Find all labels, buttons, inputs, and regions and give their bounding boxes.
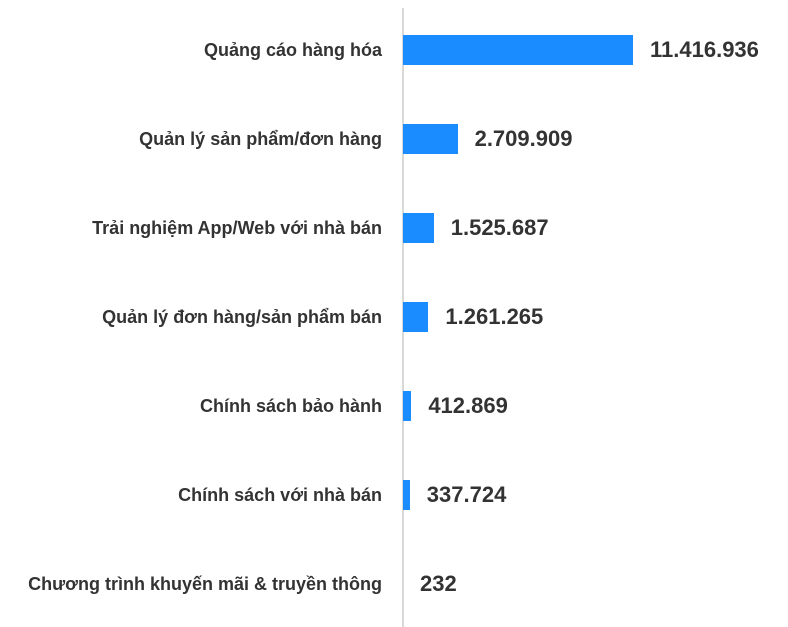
- category-label: Quản lý sản phẩm/đơn hàng: [8, 127, 382, 151]
- bar: [403, 35, 633, 65]
- value-label: 232: [420, 571, 457, 596]
- bar: [403, 124, 458, 154]
- bar: [403, 213, 434, 243]
- value-label: 1.261.265: [445, 304, 544, 329]
- category-text: Quản lý đơn hàng/sản phẩm bán: [102, 307, 382, 327]
- value-label: 1.525.687: [450, 215, 549, 240]
- bar: [403, 302, 429, 332]
- category-label: Trải nghiệm App/Web với nhà bán: [8, 216, 382, 240]
- category-label: Chính sách bảo hành: [8, 394, 382, 418]
- category-text: Chương trình khuyến mãi & truyền thông: [28, 574, 382, 594]
- value-label: 2.709.909: [474, 126, 573, 151]
- value-label: 337.724: [426, 482, 507, 507]
- category-label: Quản lý đơn hàng/sản phẩm bán: [8, 305, 382, 329]
- value-label: 11.416.936: [650, 37, 759, 62]
- category-label: Chương trình khuyến mãi & truyền thông: [8, 572, 382, 596]
- category-text: Chính sách bảo hành: [199, 396, 382, 416]
- bar: [403, 391, 412, 421]
- value-label: 412.869: [428, 393, 508, 418]
- category-label: Quảng cáo hàng hóa: [8, 38, 382, 62]
- category-text: Chính sách với nhà bán: [178, 485, 382, 505]
- category-text: Quảng cáo hàng hóa: [203, 40, 382, 60]
- category-text: Trải nghiệm App/Web với nhà bán: [92, 218, 382, 238]
- category-text: Quản lý sản phẩm/đơn hàng: [139, 129, 382, 149]
- bar: [403, 480, 410, 510]
- category-label: Chính sách với nhà bán: [8, 483, 382, 507]
